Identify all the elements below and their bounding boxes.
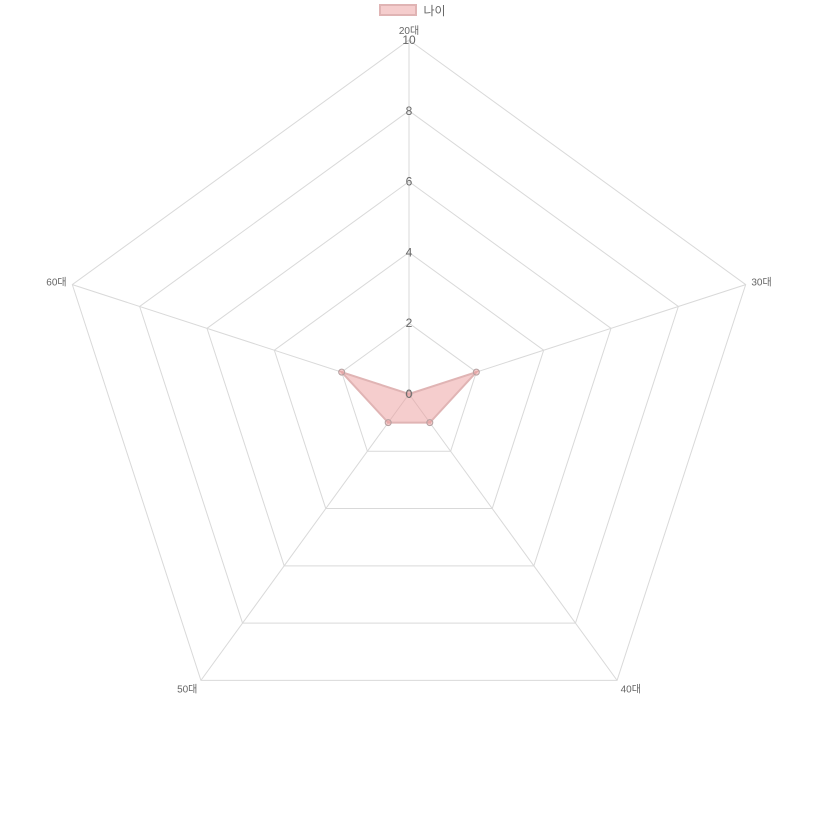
tick-label-3: 6 xyxy=(406,175,413,189)
legend-label: 나이 xyxy=(423,3,446,18)
grid-ring-2 xyxy=(273,251,545,510)
axis-line-2 xyxy=(408,393,618,681)
category-label-1: 30대 xyxy=(751,277,771,289)
data-point-1 xyxy=(472,368,480,376)
grid-ring-5 xyxy=(71,39,747,681)
grid-ring-4 xyxy=(139,110,679,624)
tick-label-1: 2 xyxy=(406,316,413,330)
category-label-0: 20대 xyxy=(399,25,419,37)
data-point-3 xyxy=(384,419,392,427)
tick-label-4: 8 xyxy=(406,104,413,118)
data-point-0 xyxy=(405,390,413,398)
axis-line-3 xyxy=(200,393,410,681)
category-label-3: 50대 xyxy=(177,683,197,695)
legend-swatch xyxy=(379,4,418,16)
category-label-4: 60대 xyxy=(46,277,66,289)
grid-ring-1 xyxy=(341,322,477,452)
tick-label-0: 0 xyxy=(406,387,413,401)
category-label-2: 40대 xyxy=(621,683,641,695)
data-point-4 xyxy=(338,368,346,376)
grid-ring-3 xyxy=(206,180,612,567)
tick-label-2: 4 xyxy=(406,245,413,259)
data-point-2 xyxy=(426,419,434,427)
tick-label-5: 10 xyxy=(402,33,416,47)
chart-legend[interactable]: 나이 xyxy=(0,0,825,20)
grid-layer xyxy=(71,39,747,681)
series-layer xyxy=(338,368,480,427)
